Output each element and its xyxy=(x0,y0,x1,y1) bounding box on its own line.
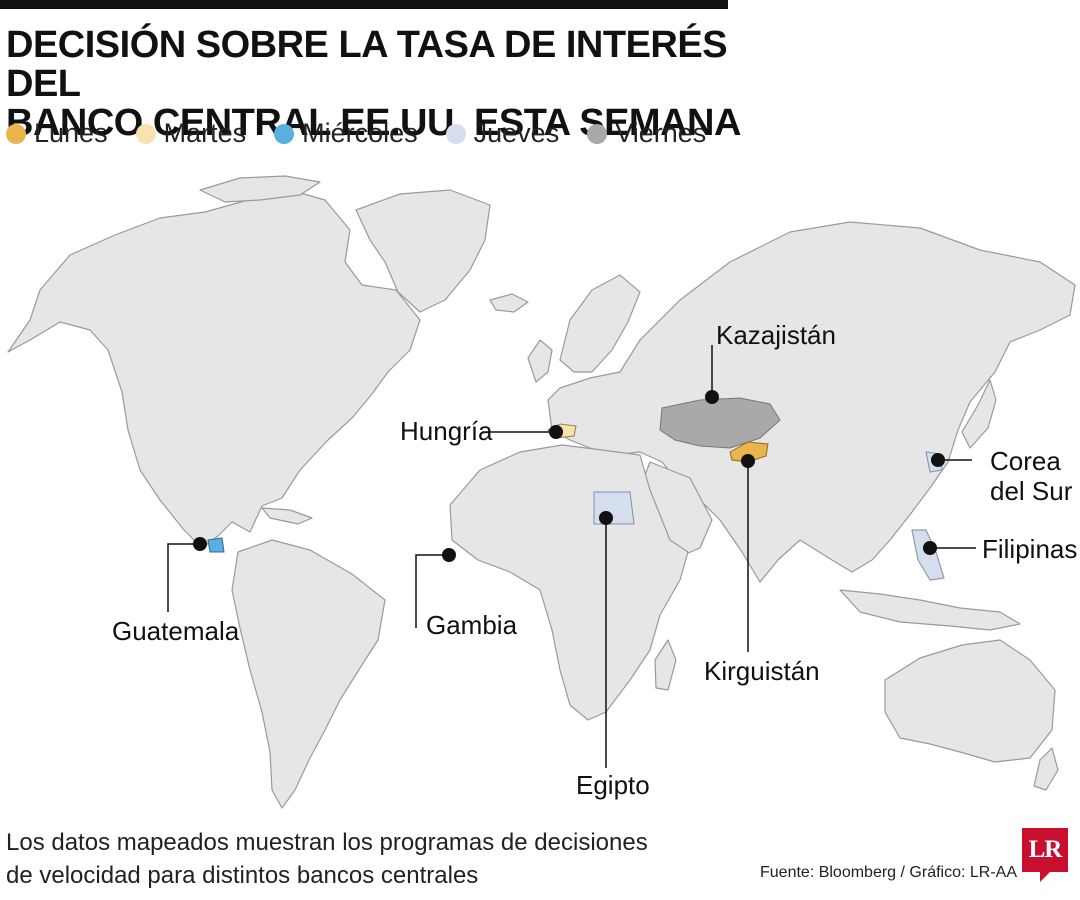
country-kirguistan xyxy=(729,441,769,463)
landmass-australia xyxy=(884,639,1056,763)
footnote-line-1: Los datos mapeados muestran los programa… xyxy=(6,829,648,856)
marker-gambia xyxy=(442,548,456,562)
landmass-japan xyxy=(961,379,997,449)
landmass-uk xyxy=(527,339,553,383)
marker-guatemala xyxy=(193,537,207,551)
label-kirguistan: Kirguistán xyxy=(704,656,820,686)
leader-gambia xyxy=(415,554,449,628)
legend-item-jueves: Jueves xyxy=(445,118,560,149)
legend-label-jueves: Jueves xyxy=(473,118,560,148)
lr-logo: LR xyxy=(1022,828,1068,872)
landmass-south-america xyxy=(231,539,386,809)
landmass-caribbean xyxy=(261,507,313,525)
map-title: DECISIÓN SOBRE LA TASA DE INTERÉS DEL BA… xyxy=(6,26,746,143)
landmass-scandinavia xyxy=(559,274,641,373)
legend-label-martes: Martes xyxy=(163,118,247,148)
legend-swatch-jueves xyxy=(445,123,466,144)
marker-kazajistan xyxy=(705,390,719,404)
label-egipto: Egipto xyxy=(576,770,650,800)
landmass-new-zealand xyxy=(1033,747,1059,791)
legend-label-lunes: Lunes xyxy=(34,118,108,148)
landmass-madagascar xyxy=(654,639,677,691)
legend: Lunes Martes Miércoles Jueves Viernes xyxy=(6,118,706,149)
marker-corea xyxy=(931,453,945,467)
country-kazajistan xyxy=(659,397,781,449)
label-corea-line-2: del Sur xyxy=(990,476,1073,506)
marker-egipto xyxy=(599,511,613,525)
country-guatemala xyxy=(207,537,225,553)
world-map xyxy=(7,175,1076,809)
marker-kirguistan xyxy=(741,454,755,468)
label-corea-line-1: Corea xyxy=(990,446,1061,476)
label-filipinas: Filipinas xyxy=(982,534,1078,564)
lr-logo-tail xyxy=(1040,870,1052,882)
legend-item-lunes: Lunes xyxy=(6,118,108,149)
marker-filipinas xyxy=(923,541,937,555)
legend-item-miercoles: Miércoles xyxy=(274,118,418,149)
legend-label-viernes: Viernes xyxy=(615,118,707,148)
label-corea-del-sur: Corea del Sur xyxy=(990,446,1072,506)
landmass-philippines xyxy=(911,529,945,581)
landmass-iceland xyxy=(489,293,529,313)
landmass-north-america xyxy=(7,189,421,549)
label-kazajistan: Kazajistán xyxy=(716,320,836,350)
footnote-line-2: de velocidad para distintos bancos centr… xyxy=(6,862,479,889)
footnote: Los datos mapeados muestran los programa… xyxy=(6,826,648,892)
label-guatemala: Guatemala xyxy=(112,616,240,646)
source-credit: Fuente: Bloomberg / Gráfico: LR-AA xyxy=(760,864,1017,881)
label-hungria: Hungría xyxy=(400,416,493,446)
label-gambia: Gambia xyxy=(426,610,518,640)
landmass-greenland xyxy=(355,189,491,313)
legend-swatch-miercoles xyxy=(274,123,295,144)
legend-swatch-martes xyxy=(135,123,156,144)
marker-hungria xyxy=(549,425,563,439)
legend-item-martes: Martes xyxy=(135,118,247,149)
title-line-1: DECISIÓN SOBRE LA TASA DE INTERÉS DEL xyxy=(6,24,728,105)
legend-swatch-viernes xyxy=(587,123,608,144)
leader-guatemala xyxy=(167,543,200,612)
title-line-2: BANCO CENTRAL EE.UU. ESTA SEMANA xyxy=(6,102,741,144)
legend-label-miercoles: Miércoles xyxy=(302,118,418,148)
landmass-arctic-islands xyxy=(199,175,321,203)
legend-item-viernes: Viernes xyxy=(587,118,706,149)
landmass-indonesia xyxy=(839,589,1021,631)
legend-swatch-lunes xyxy=(6,123,26,144)
top-rule xyxy=(0,0,728,9)
